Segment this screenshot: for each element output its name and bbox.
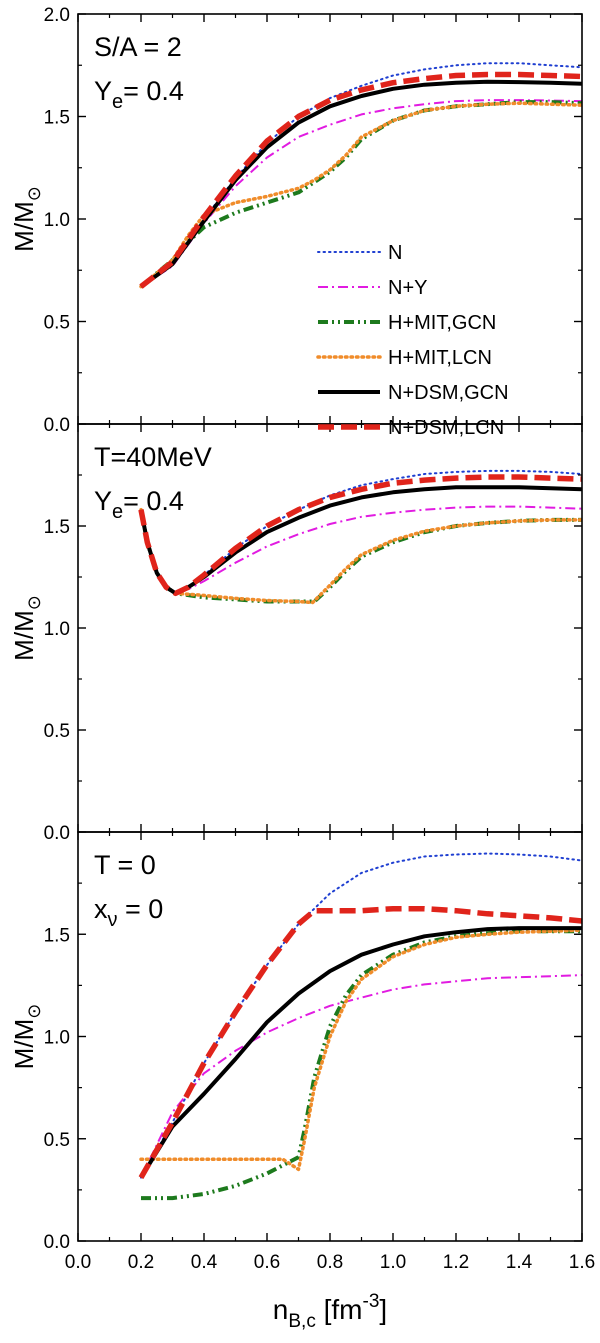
y-tick-label-t0: 1.0: [44, 1028, 70, 1049]
series-line-t0-n: [140, 852, 582, 1179]
y-tick-label-t0: 1.5: [44, 925, 70, 946]
x-tick-label: 1.6: [569, 1252, 595, 1273]
panel-sa2-series: [139, 62, 582, 289]
x-tick-label: 0.4: [191, 1252, 218, 1273]
y-axis-label-t0: M/M⊙: [9, 1004, 44, 1070]
axis-label-layer: M/M⊙ M/M⊙ M/M⊙ 0.0 0.2 0.4 0.6 0.8 1.0 1.2 1.4 1.6 n…: [9, 186, 595, 1332]
y-tick-label-t0: 0.0: [44, 1232, 70, 1253]
panel-annotation-t40: Ye= 0.4: [94, 486, 184, 523]
x-axis-label: nB,c [fm-3]: [273, 1291, 387, 1332]
legend-label-h-mit-gcn: H+MIT,GCN: [388, 312, 496, 334]
series-line-t0-h-mit-lcn: [139, 928, 582, 1172]
panel-annotation-t0: T = 0: [94, 850, 156, 880]
legend-label-n: N: [388, 242, 402, 264]
series-line-sa2-h-mit-lcn: [139, 101, 582, 289]
panel-annotation-sa2: S/A = 2: [94, 32, 182, 62]
frame-layer: 0.0 0.5 1.0 1.5 2.0 0.0 0.5 1.0 1.5 0.0 0.5 1.0 1.5: [44, 5, 583, 1253]
y-tick-label-sa2: 1.5: [44, 108, 70, 129]
x-tick-label: 0.0: [65, 1252, 91, 1273]
y-axis-label-t40: M/M⊙: [9, 595, 44, 661]
x-tick-label: 1.0: [380, 1252, 406, 1273]
series-line-sa2-n-dsm-lcn: [139, 71, 582, 289]
legend-label-n-dsm-lcn: N+DSM,LCN: [388, 417, 504, 439]
panel-t40-series: [138, 469, 582, 605]
y-tick-label-sa2: 2.0: [44, 5, 70, 26]
y-tick-label-t40: 0.0: [44, 823, 70, 844]
series-line-sa2-h-mit-gcn: [139, 100, 582, 289]
panel-t0-series: [138, 852, 582, 1201]
y-tick-label-t40: 1.5: [44, 517, 70, 538]
series-line-t40-n-dsm-gcn: [139, 485, 582, 596]
series-line-t40-n-dsm-lcn: [138, 474, 582, 597]
panel-annotation-t40: T=40MeV: [94, 442, 212, 472]
series-line-t0-n-y: [140, 974, 582, 1179]
series-line-t40-h-mit-lcn: [139, 507, 582, 605]
series-line-sa2-n-y: [140, 99, 582, 288]
y-tick-label-t40: 1.0: [44, 619, 70, 640]
y-tick-label-sa2: 0.0: [44, 415, 70, 436]
panel-annotation-t0: xν = 0: [94, 894, 163, 931]
y-tick-label-sa2: 1.0: [44, 210, 70, 231]
legend-label-n-dsm-gcn: N+DSM,GCN: [388, 382, 509, 404]
x-tick-label: 0.2: [128, 1252, 154, 1273]
series-line-t0-n-dsm-gcn: [139, 926, 582, 1179]
panel-annotation-sa2: Ye= 0.4: [94, 76, 184, 113]
y-axis-label-sa2: M/M⊙: [9, 186, 44, 252]
series-line-t0-n-dsm-lcn: [138, 905, 582, 1179]
x-tick-label: 0.6: [254, 1252, 280, 1273]
x-tick-label: 1.2: [443, 1252, 469, 1273]
legend: N N+Y H+MIT,GCN H+MIT,LCN N+DSM,GCN N+DSM,LCN: [316, 242, 509, 439]
legend-label-h-mit-lcn: H+MIT,LCN: [388, 347, 492, 369]
y-tick-label-t0: 0.5: [44, 1130, 70, 1151]
y-tick-label-t40: 0.5: [44, 721, 70, 742]
x-tick-label: 0.8: [317, 1252, 343, 1273]
y-tick-label-sa2: 0.5: [44, 313, 70, 334]
x-tick-label: 1.4: [506, 1252, 533, 1273]
series-line-sa2-n-dsm-gcn: [139, 79, 582, 289]
plot-layer: [138, 62, 582, 1201]
annotation-layer: S/A = 2 Ye= 0.4 T=40MeV Ye= 0.4 T = 0 xν = 0: [94, 32, 212, 931]
legend-label-n-y: N+Y: [388, 277, 427, 299]
